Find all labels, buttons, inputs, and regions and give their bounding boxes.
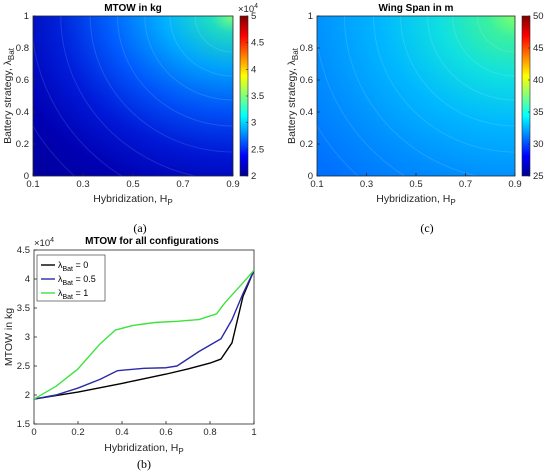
y-exponent-base: ×10 [34,238,50,249]
colorbar [521,15,531,177]
panel-caption: (a) [133,221,146,235]
series-line-0 [33,270,255,400]
y-tick-label: 3.5 [17,303,30,314]
y-axis-label-sub: Bat [7,47,16,60]
y-tick-label: 0.4 [16,107,29,118]
colorbar-tick-label: 40 [533,75,544,86]
mtow-line-chart: 0 0.2 0.4 0.6 0.8 11.522.533.544.5×104 MTOW fo… [3,236,257,471]
heatmap-field [317,16,515,176]
x-tick-label: 0.7 [176,179,189,190]
y-tick-label: 1 [308,11,313,22]
y-tick-label: 0.2 [16,139,29,150]
legend-label-rest: = 1 [73,288,88,298]
y-tick-label: 4.5 [17,245,30,256]
y-exponent: ×104 [34,237,54,249]
colorbar-tick-label: 4 [251,64,256,75]
x-axis-label: Hybridization, HP [376,193,455,207]
colorbar-tick-label: 50 [533,11,544,22]
y-tick-label: 0.6 [16,75,29,86]
x-axis-label-main: Hybridization, H [93,193,167,205]
colorbar-tick-label: 25 [533,171,544,182]
legend-label-sub: Bat [63,266,74,273]
legend-label-rest: = 0.5 [73,274,96,284]
x-axis-label: Hybridization, HP [104,442,183,456]
y-tick-label: 0.4 [300,107,313,118]
colorbar-tick-label: 35 [533,107,544,118]
colorbar-exponent-base: ×10 [238,4,254,15]
x-tick-label: 0.9 [508,179,521,190]
x-tick-label: 0 [31,427,36,438]
y-tick-label: 1.5 [17,419,30,430]
colorbar-tick-label: 3 [251,118,256,129]
panel-caption: (c) [420,221,433,235]
wing-span-heatmap-chart: 0.1 0.3 0.5 0.7 0.9 0 0.2 0.4 0.6 0.8 1 Wing Span i… [285,0,550,237]
colorbar-tick-label: 2 [251,171,256,182]
legend-label-sub: Bat [63,280,74,287]
y-axis-label-sub: Bat [291,47,300,60]
legend-label-1: λBat = 0.5 [58,274,96,287]
x-tick-label: 0.8 [203,427,216,438]
x-tick-label: 1 [251,427,256,438]
colorbar-tick-label: 5 [251,11,256,22]
colorbar-exponent-power: 4 [254,3,258,10]
x-tick-label: 0.3 [76,179,89,190]
y-tick-label: 0 [308,171,313,182]
legend-label-main: λ [58,288,63,298]
legend-label-2: λBat = 1 [58,288,88,301]
colorbar-tick-label: 4.5 [251,38,264,49]
chart-title: Wing Span in m [379,3,454,14]
legend-label-0: λBat = 0 [58,260,88,273]
y-tick-label: 0.8 [300,43,313,54]
y-tick-label: 0.8 [16,43,29,54]
colorbar-tick-label: 30 [533,139,544,150]
x-axis-label: Hybridization, HP [93,193,172,207]
colorbar-tick-label: 2.5 [251,144,264,155]
x-tick-label: 0.1 [310,179,323,190]
panel-caption: (b) [137,457,151,471]
x-tick-label: 0.6 [159,427,172,438]
x-tick-label: 0.4 [115,427,128,438]
x-tick-label: 0.5 [126,179,139,190]
x-tick-label: 0.5 [409,179,422,190]
colorbar-exponent: ×104 [238,3,258,15]
x-tick-label: 0.9 [226,179,239,190]
y-tick-label: 0.2 [300,139,313,150]
legend-label-sub: Bat [63,294,74,301]
y-axis-label: Battery strategy, λBat [286,47,300,144]
y-tick-label: 4 [25,274,30,285]
y-axis-label-main: Battery strategy, λ [2,59,14,144]
y-tick-label: 2.5 [17,361,30,372]
x-tick-label: 0.1 [26,179,39,190]
contour-line [285,0,550,237]
legend-label-main: λ [58,260,63,270]
y-axis-label-main: Battery strategy, λ [286,59,298,144]
y-tick-label: 2 [25,390,30,401]
y-axis-label: Battery strategy, λBat [2,47,16,144]
y-axis-label: MTOW in kg [3,308,15,366]
series-line-1 [33,270,255,400]
x-axis-label-main: Hybridization, H [104,442,178,454]
chart-title: MTOW for all configurations [85,236,219,247]
y-tick-label: 0.6 [300,75,313,86]
x-tick-label: 0.7 [459,179,472,190]
y-exponent-power: 4 [50,237,54,244]
colorbar-tick-label: 45 [533,43,544,54]
chart-title: MTOW in kg [104,3,162,14]
y-tick-label: 3 [25,332,30,343]
x-axis-label-sub: P [450,198,455,207]
x-tick-label: 0.3 [360,179,373,190]
x-axis-label-sub: P [178,447,183,456]
heatmap-shade [33,16,233,176]
contour-line [314,0,550,209]
x-axis-label-main: Hybridization, H [376,193,450,205]
legend-label-main: λ [58,274,63,284]
x-tick-label: 0.2 [71,427,84,438]
legend-label-rest: = 0 [73,260,88,270]
x-axis-label-sub: P [167,198,172,207]
y-tick-label: 1 [24,11,29,22]
series-line-2 [33,269,255,400]
y-tick-label: 0 [24,171,29,182]
colorbar-tick-label: 3.5 [251,91,264,102]
